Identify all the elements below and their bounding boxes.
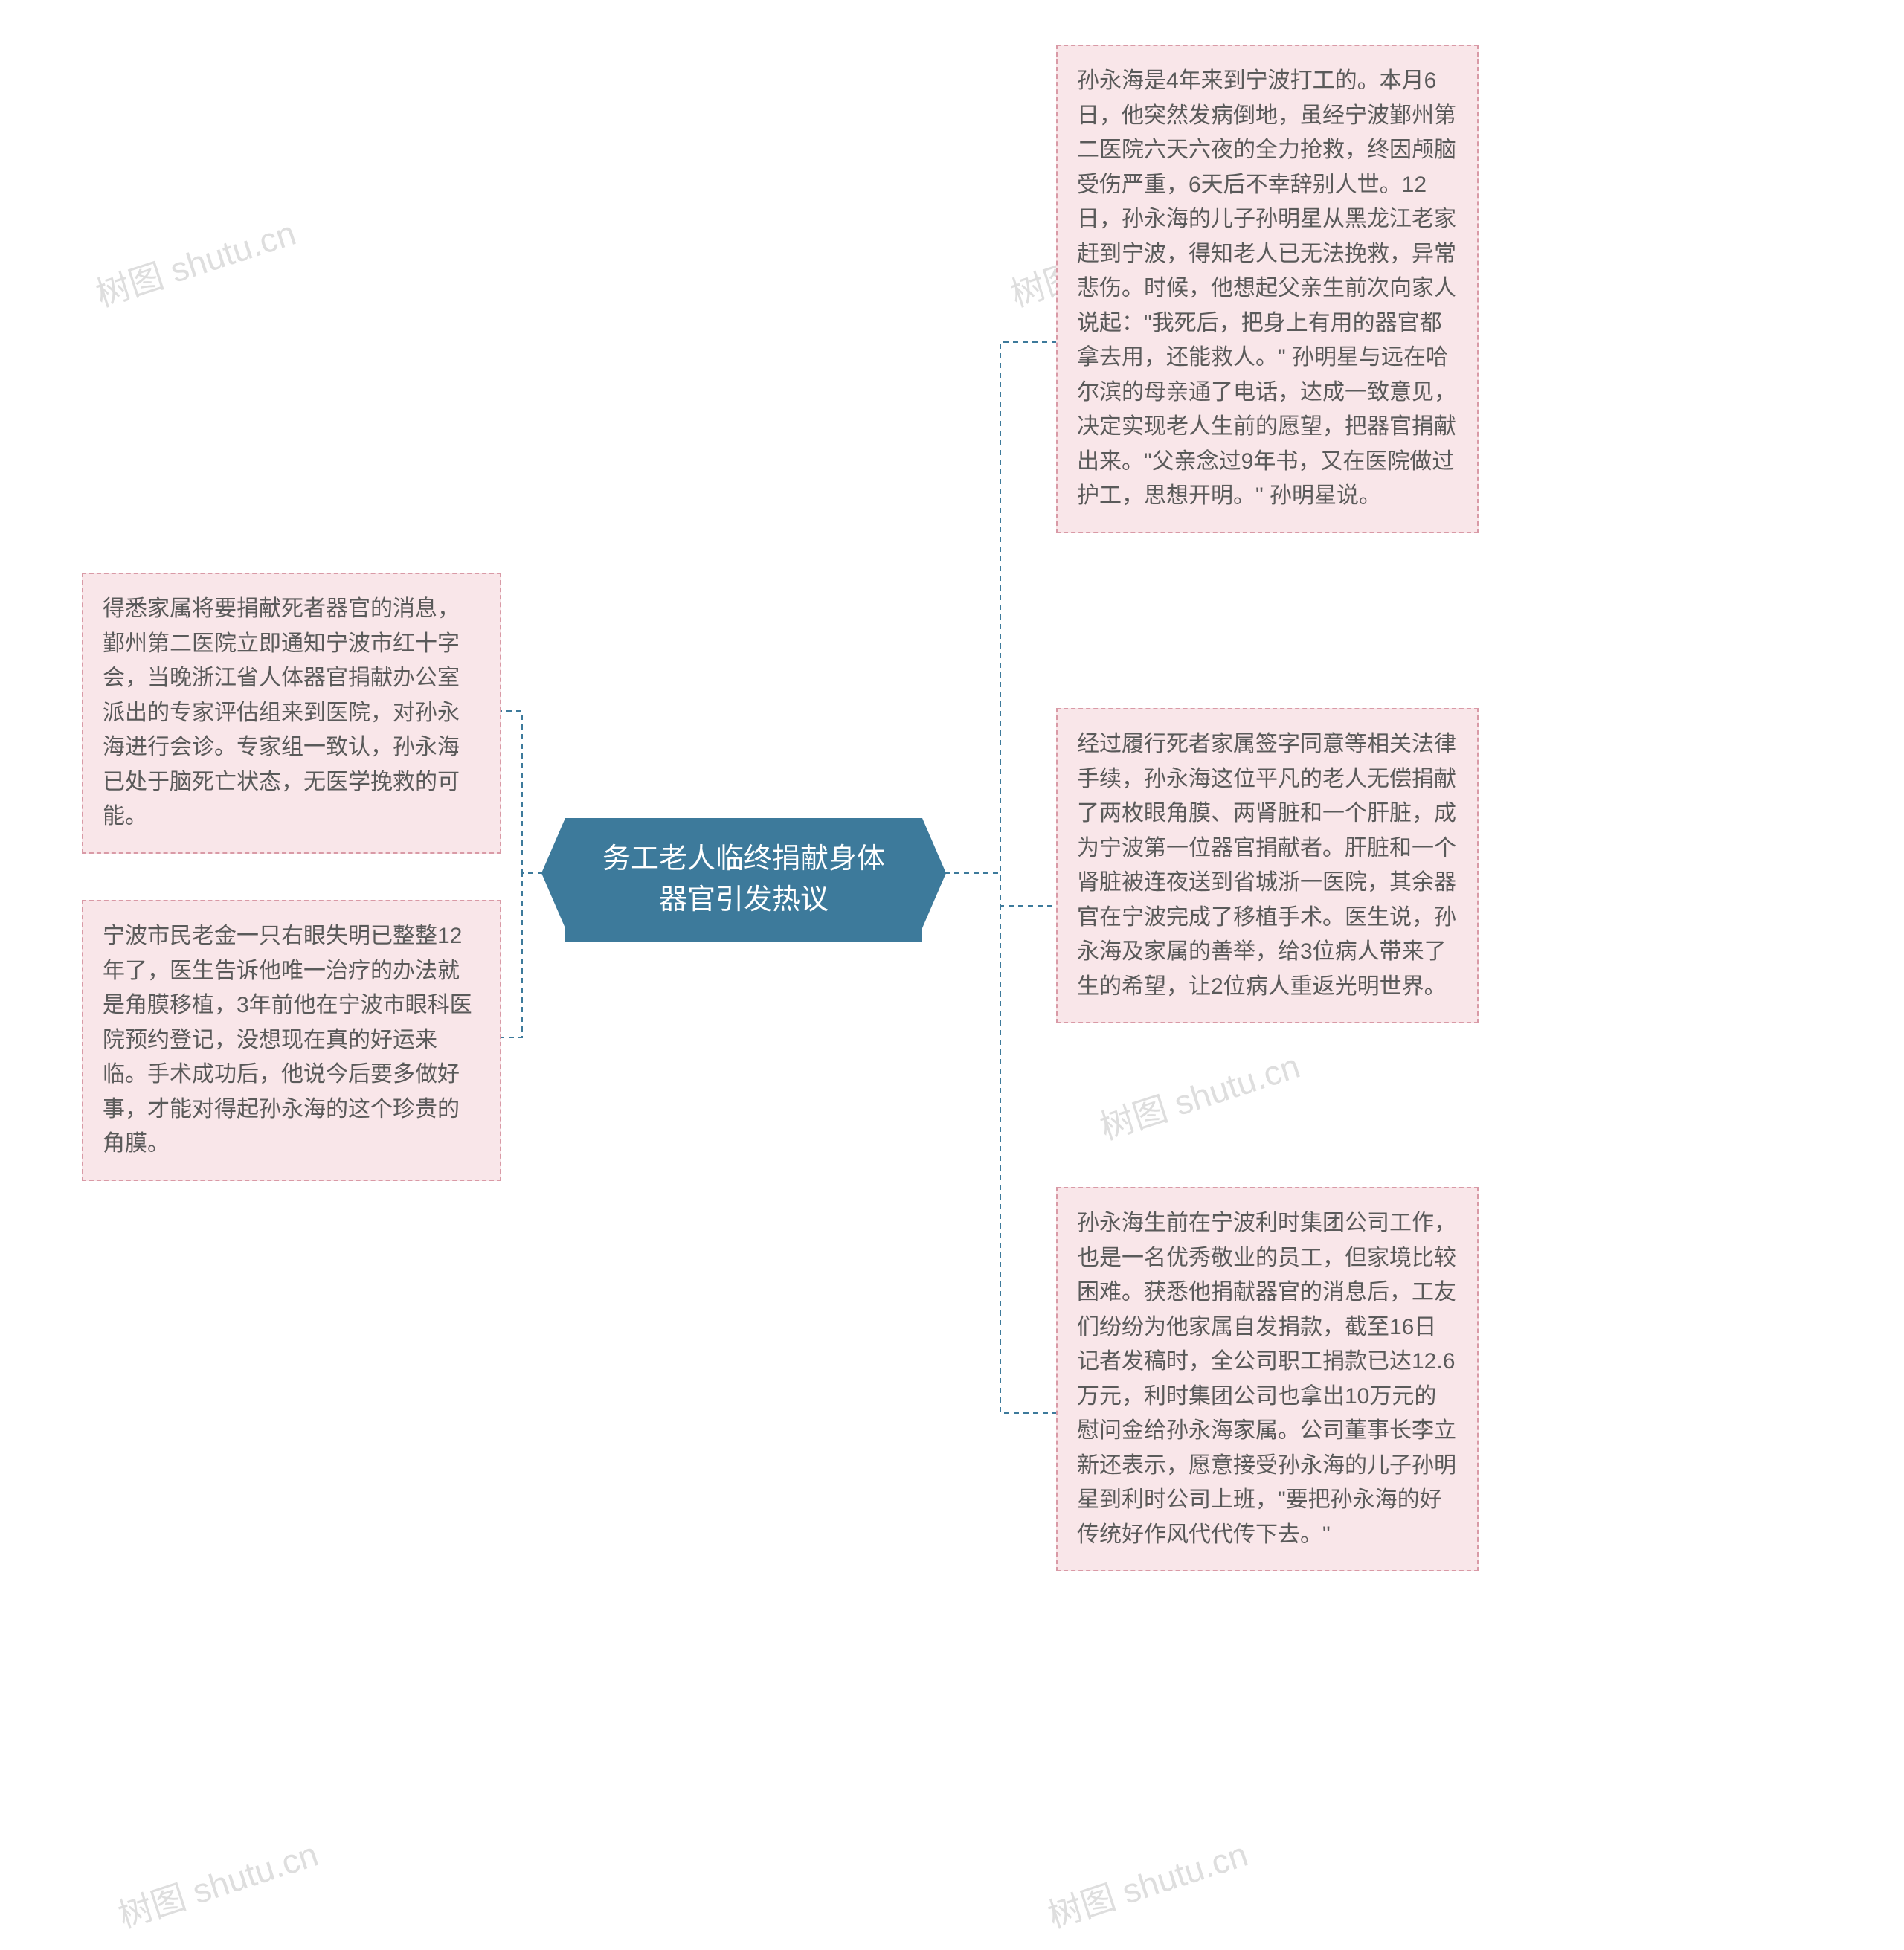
mindmap-canvas: 树图 shutu.cn 树图 shutu.cn 树图 shutu.cn 树图 s… [0, 0, 1904, 1950]
right-node-0[interactable]: 孙永海是4年来到宁波打工的。本月6日，他突然发病倒地，虽经宁波鄞州第二医院六天六… [1056, 45, 1479, 533]
left-node-0[interactable]: 得悉家属将要捐献死者器官的消息，鄞州第二医院立即通知宁波市红十字会，当晚浙江省人… [82, 573, 501, 854]
right-node-2[interactable]: 孙永海生前在宁波利时集团公司工作，也是一名优秀敬业的员工，但家境比较困难。获悉他… [1056, 1187, 1479, 1571]
watermark: 树图 shutu.cn [89, 206, 301, 317]
watermark: 树图 shutu.cn [1041, 1827, 1253, 1938]
center-topic[interactable]: 务工老人临终捐献身体器官引发热议 [565, 818, 922, 942]
watermark: 树图 shutu.cn [1093, 1039, 1305, 1150]
watermark: 树图 shutu.cn [112, 1827, 324, 1938]
left-node-1[interactable]: 宁波市民老金一只右眼失明已整整12年了，医生告诉他唯一治疗的办法就是角膜移植，3… [82, 900, 501, 1181]
right-node-1[interactable]: 经过履行死者家属签字同意等相关法律手续，孙永海这位平凡的老人无偿捐献了两枚眼角膜… [1056, 708, 1479, 1023]
